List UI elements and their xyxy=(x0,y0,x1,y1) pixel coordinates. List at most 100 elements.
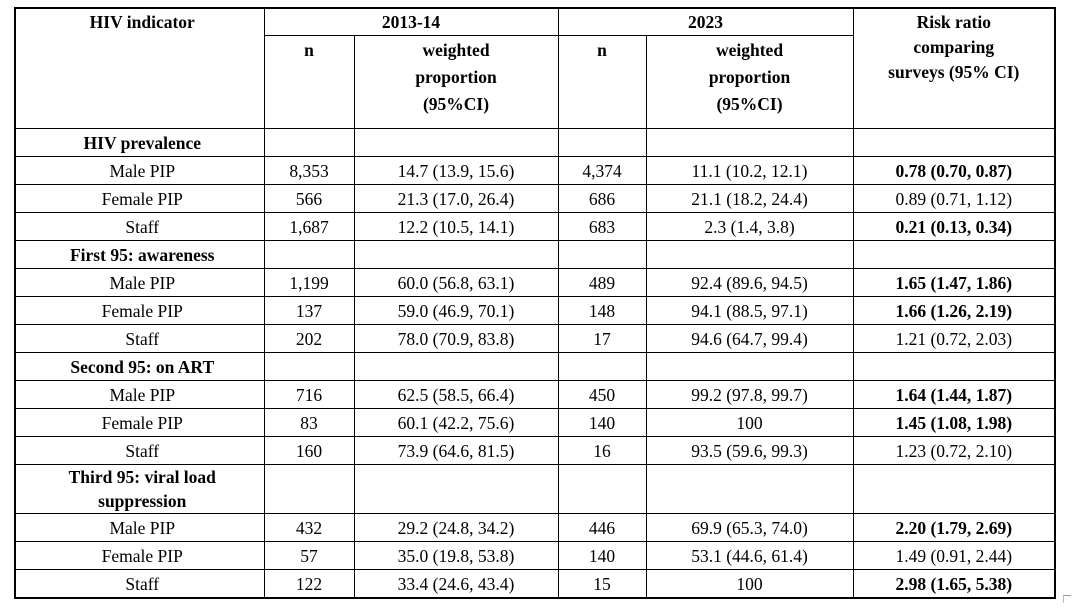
cell-weighted-proportion-2023: 99.2 (97.8, 99.7) xyxy=(645,380,854,409)
section-header-row: HIV prevalence xyxy=(14,128,1056,157)
header-row-groups: HIV indicator 2013-14 2023 Risk ratio co… xyxy=(14,7,1056,129)
cell-n-2013: 566 xyxy=(263,184,355,213)
cell-n-2023: 446 xyxy=(557,513,647,542)
cell-weighted-proportion-2013: 14.7 (13.9, 15.6) xyxy=(353,156,559,185)
cell-weighted-proportion-2023: 21.1 (18.2, 24.4) xyxy=(645,184,854,213)
section-title: First 95: awareness xyxy=(14,240,265,269)
row-label: Staff xyxy=(14,324,265,353)
empty-cell xyxy=(353,240,559,269)
cell-weighted-proportion-2023: 53.1 (44.6, 61.4) xyxy=(645,541,854,570)
cell-n-2023: 15 xyxy=(557,569,647,599)
cell-n-2023: 16 xyxy=(557,436,647,465)
empty-cell xyxy=(557,352,647,381)
cell-risk-ratio: 0.89 (0.71, 1.12) xyxy=(852,184,1056,213)
empty-cell xyxy=(263,240,355,269)
cell-weighted-proportion-2023: 100 xyxy=(645,569,854,599)
cell-risk-ratio: 1.21 (0.72, 2.03) xyxy=(852,324,1056,353)
cell-n-2013: 202 xyxy=(263,324,355,353)
cell-weighted-proportion-2013: 29.2 (24.8, 34.2) xyxy=(353,513,559,542)
cell-risk-ratio: 2.98 (1.65, 5.38) xyxy=(852,569,1056,599)
row-label: Male PIP xyxy=(14,268,265,297)
cell-risk-ratio: 1.23 (0.72, 2.10) xyxy=(852,436,1056,465)
table-row: Female PIP 137 59.0 (46.9, 70.1) 148 94.… xyxy=(14,296,1056,325)
table-row: Female PIP 566 21.3 (17.0, 26.4) 686 21.… xyxy=(14,184,1056,213)
row-label: Male PIP xyxy=(14,156,265,185)
table-row: Staff 202 78.0 (70.9, 83.8) 17 94.6 (64.… xyxy=(14,324,1056,353)
cell-weighted-proportion-2023: 2.3 (1.4, 3.8) xyxy=(645,212,854,241)
cell-n-2023: 683 xyxy=(557,212,647,241)
empty-cell xyxy=(557,128,647,157)
cell-n-2023: 148 xyxy=(557,296,647,325)
cell-risk-ratio: 1.66 (1.26, 2.19) xyxy=(852,296,1056,325)
cell-risk-ratio: 1.64 (1.44, 1.87) xyxy=(852,380,1056,409)
table-header: HIV indicator 2013-14 2023 Risk ratio co… xyxy=(14,7,1056,129)
cell-n-2023: 450 xyxy=(557,380,647,409)
cell-n-2013: 1,687 xyxy=(263,212,355,241)
table-row: Male PIP 1,199 60.0 (56.8, 63.1) 489 92.… xyxy=(14,268,1056,297)
cell-weighted-proportion-2023: 69.9 (65.3, 74.0) xyxy=(645,513,854,542)
empty-cell xyxy=(645,464,854,514)
cell-n-2013: 83 xyxy=(263,408,355,437)
cell-weighted-proportion-2013: 73.9 (64.6, 81.5) xyxy=(353,436,559,465)
section-title: Second 95: on ART xyxy=(14,352,265,381)
table-row: Male PIP 432 29.2 (24.8, 34.2) 446 69.9 … xyxy=(14,513,1056,542)
cell-weighted-proportion-2013: 33.4 (24.6, 43.4) xyxy=(353,569,559,599)
cell-risk-ratio: 0.21 (0.13, 0.34) xyxy=(852,212,1056,241)
empty-cell xyxy=(645,352,854,381)
cell-weighted-proportion-2013: 21.3 (17.0, 26.4) xyxy=(353,184,559,213)
section-header-row: Second 95: on ART xyxy=(14,352,1056,381)
column-header-n-2023: n xyxy=(557,35,647,129)
cell-weighted-proportion-2013: 60.1 (42.2, 75.6) xyxy=(353,408,559,437)
cell-n-2013: 137 xyxy=(263,296,355,325)
cell-n-2023: 4,374 xyxy=(557,156,647,185)
column-header-n-2013: n xyxy=(263,35,355,129)
table-row: Male PIP 716 62.5 (58.5, 66.4) 450 99.2 … xyxy=(14,380,1056,409)
column-header-hiv-indicator: HIV indicator xyxy=(14,7,265,129)
row-label: Staff xyxy=(14,436,265,465)
cell-weighted-proportion-2013: 12.2 (10.5, 14.1) xyxy=(353,212,559,241)
section-title: HIV prevalence xyxy=(14,128,265,157)
cell-weighted-proportion-2013: 62.5 (58.5, 66.4) xyxy=(353,380,559,409)
table-body: HIV prevalence Male PIP 8,353 14.7 (13.9… xyxy=(14,128,1056,599)
cell-weighted-proportion-2013: 78.0 (70.9, 83.8) xyxy=(353,324,559,353)
cell-risk-ratio: 1.45 (1.08, 1.98) xyxy=(852,408,1056,437)
column-group-2013-14: 2013-14 xyxy=(263,7,559,36)
table-row: Male PIP 8,353 14.7 (13.9, 15.6) 4,374 1… xyxy=(14,156,1056,185)
section-header-row: Third 95: viral load suppression xyxy=(14,464,1056,514)
cell-n-2023: 140 xyxy=(557,541,647,570)
cell-n-2013: 432 xyxy=(263,513,355,542)
row-label: Female PIP xyxy=(14,184,265,213)
row-label: Staff xyxy=(14,212,265,241)
empty-cell xyxy=(353,352,559,381)
empty-cell xyxy=(645,240,854,269)
empty-cell xyxy=(353,464,559,514)
table-row: Staff 122 33.4 (24.6, 43.4) 15 100 2.98 … xyxy=(14,569,1056,599)
column-header-weighted-proportion-2013: weighted proportion (95%CI) xyxy=(353,35,559,129)
empty-cell xyxy=(852,352,1056,381)
cell-n-2023: 489 xyxy=(557,268,647,297)
row-label: Female PIP xyxy=(14,408,265,437)
empty-cell xyxy=(263,128,355,157)
cell-weighted-proportion-2023: 93.5 (59.6, 99.3) xyxy=(645,436,854,465)
cell-risk-ratio: 2.20 (1.79, 2.69) xyxy=(852,513,1056,542)
cell-weighted-proportion-2023: 94.6 (64.7, 99.4) xyxy=(645,324,854,353)
table-row: Staff 160 73.9 (64.6, 81.5) 16 93.5 (59.… xyxy=(14,436,1056,465)
table-row: Female PIP 57 35.0 (19.8, 53.8) 140 53.1… xyxy=(14,541,1056,570)
empty-cell xyxy=(557,240,647,269)
cell-n-2013: 122 xyxy=(263,569,355,599)
cell-n-2013: 716 xyxy=(263,380,355,409)
row-label: Female PIP xyxy=(14,296,265,325)
row-label: Male PIP xyxy=(14,380,265,409)
empty-cell xyxy=(263,352,355,381)
cell-n-2013: 8,353 xyxy=(263,156,355,185)
cell-risk-ratio: 1.49 (0.91, 2.44) xyxy=(852,541,1056,570)
cell-n-2013: 160 xyxy=(263,436,355,465)
empty-cell xyxy=(263,464,355,514)
column-group-2023: 2023 xyxy=(557,7,854,36)
cell-n-2023: 17 xyxy=(557,324,647,353)
cell-weighted-proportion-2013: 35.0 (19.8, 53.8) xyxy=(353,541,559,570)
empty-cell xyxy=(557,464,647,514)
stray-corner-mark xyxy=(1063,595,1071,603)
empty-cell xyxy=(852,464,1056,514)
row-label: Staff xyxy=(14,569,265,599)
